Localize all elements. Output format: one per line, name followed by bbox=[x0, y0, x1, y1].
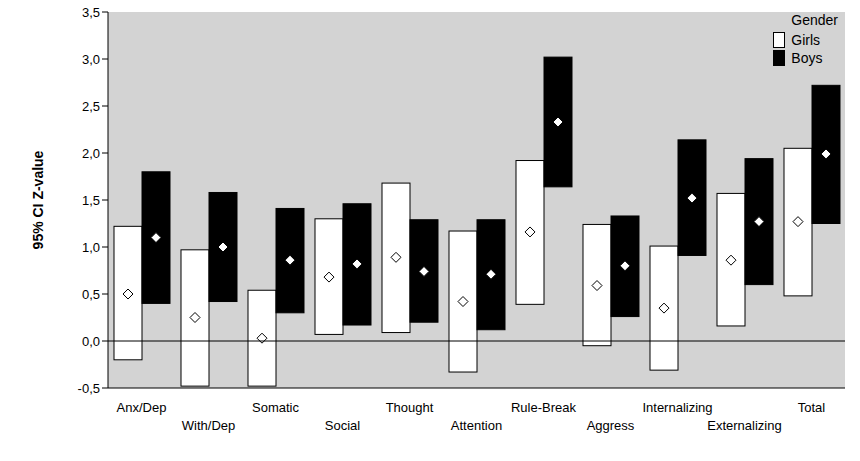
svg-text:0,5: 0,5 bbox=[82, 287, 100, 302]
svg-text:1,5: 1,5 bbox=[82, 193, 100, 208]
svg-text:With/Dep: With/Dep bbox=[182, 418, 235, 433]
svg-text:Social: Social bbox=[325, 418, 361, 433]
svg-text:-0,5: -0,5 bbox=[78, 381, 100, 396]
svg-text:0,0: 0,0 bbox=[82, 334, 100, 349]
svg-text:Anx/Dep: Anx/Dep bbox=[117, 400, 167, 415]
html-text:Boys: Boys bbox=[791, 50, 823, 66]
svg-text:Aggress: Aggress bbox=[587, 418, 635, 433]
svg-text:2,0: 2,0 bbox=[82, 146, 100, 161]
html-text:Girls: Girls bbox=[791, 32, 821, 48]
svg-text:1,0: 1,0 bbox=[82, 240, 100, 255]
svg-text:95% CI Z-value: 95% CI Z-value bbox=[30, 150, 46, 249]
svg-text:Externalizing: Externalizing bbox=[707, 418, 781, 433]
svg-text:Rule-Break: Rule-Break bbox=[511, 400, 577, 415]
svg-text:Thought: Thought bbox=[386, 400, 434, 415]
svg-text:Total: Total bbox=[798, 400, 826, 415]
svg-text:3,5: 3,5 bbox=[82, 5, 100, 20]
svg-text:2,5: 2,5 bbox=[82, 99, 100, 114]
svg-text:Somatic: Somatic bbox=[252, 400, 299, 415]
svg-text:3,0: 3,0 bbox=[82, 52, 100, 67]
html-text:Gender: Gender bbox=[791, 12, 838, 28]
svg-text:Attention: Attention bbox=[451, 418, 502, 433]
svg-text:Internalizing: Internalizing bbox=[642, 400, 712, 415]
